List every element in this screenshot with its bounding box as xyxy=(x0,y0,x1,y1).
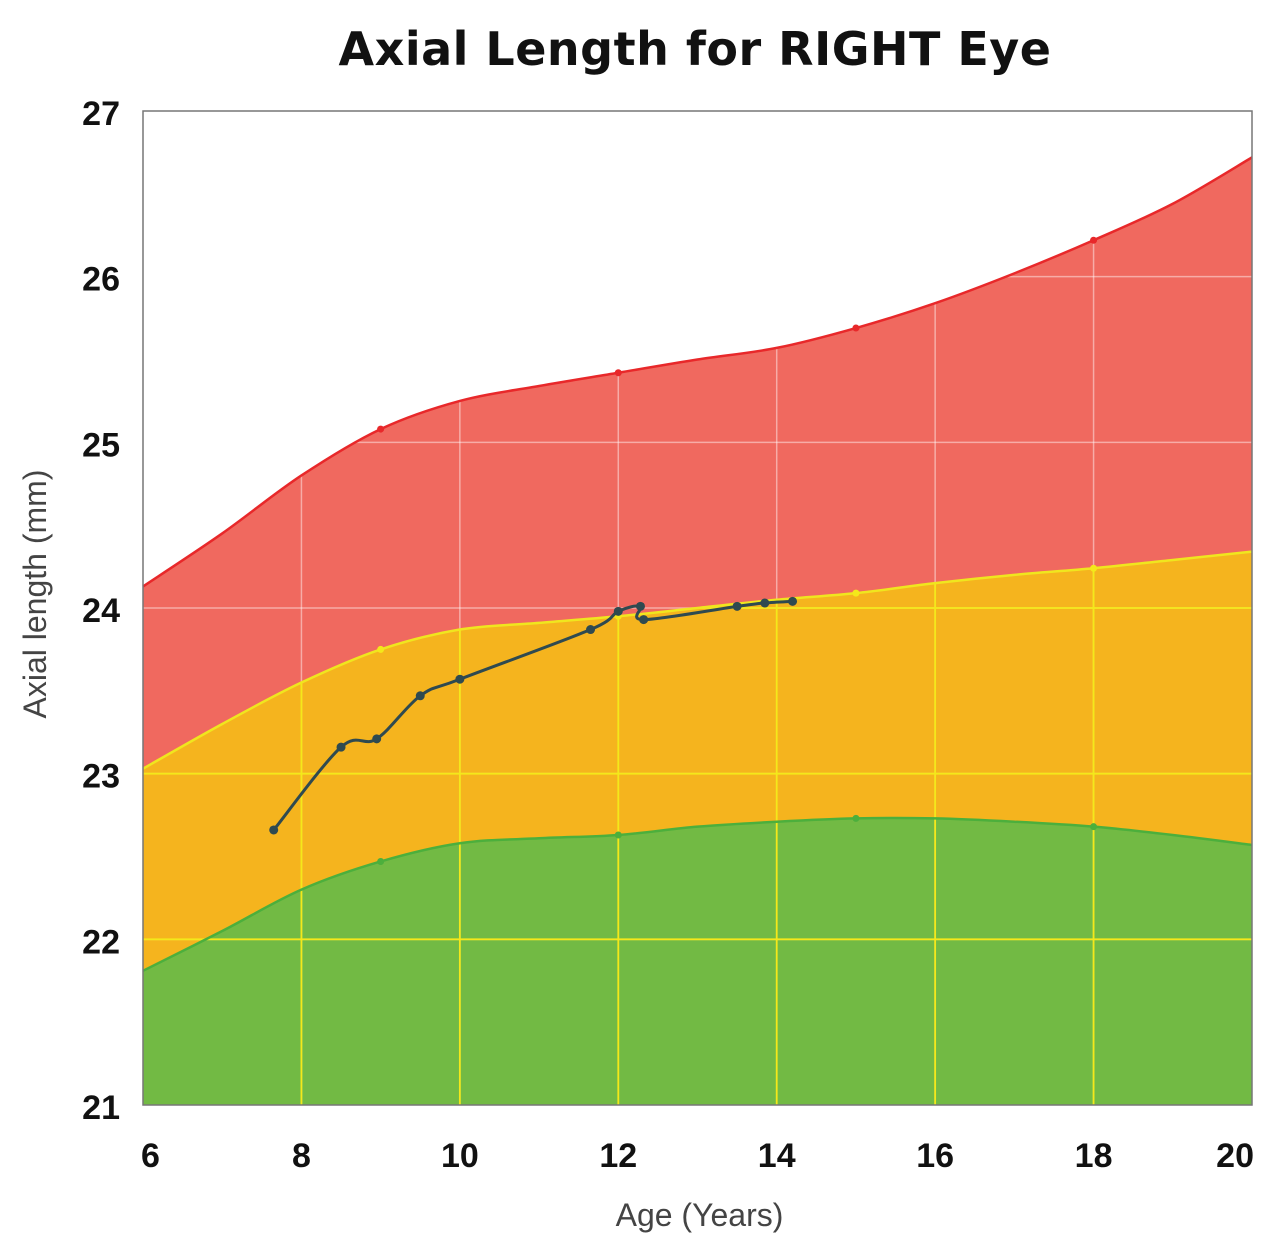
measurement-point xyxy=(732,601,742,611)
measurement-point xyxy=(639,615,649,625)
x-tick-label: 12 xyxy=(599,1137,637,1175)
band-marker-yellow xyxy=(377,645,385,653)
measurement-point xyxy=(336,742,346,752)
y-tick-label: 24 xyxy=(82,592,120,630)
band-marker-yellow xyxy=(1090,564,1098,572)
band-boundary-1 xyxy=(142,550,1253,770)
x-tick-label: 20 xyxy=(1216,1137,1254,1175)
x-tick-label: 8 xyxy=(292,1137,311,1175)
measurement-point xyxy=(788,596,798,606)
measurement-point xyxy=(455,674,465,684)
band-marker-green xyxy=(614,831,622,839)
x-tick-label: 6 xyxy=(141,1137,160,1175)
y-axis-label: Axial length (mm) xyxy=(17,470,53,719)
y-tick-label: 26 xyxy=(82,261,120,299)
y-tick-label: 27 xyxy=(82,95,120,133)
y-tick-label: 23 xyxy=(82,758,120,796)
measurement-point xyxy=(269,825,279,835)
band-marker-red xyxy=(852,324,860,332)
band-boundary-0 xyxy=(142,156,1253,588)
band-marker-green xyxy=(377,857,385,865)
measurement-point xyxy=(760,598,770,608)
x-axis-label: Age (Years) xyxy=(616,1197,784,1233)
measurement-point xyxy=(635,601,645,611)
band-marker-yellow xyxy=(852,589,860,597)
band-area-2 xyxy=(143,817,1252,1105)
y-tick-label: 22 xyxy=(82,923,120,961)
band-marker-red xyxy=(1090,236,1098,244)
x-tick-label: 16 xyxy=(916,1137,954,1175)
x-tick-label: 18 xyxy=(1075,1137,1113,1175)
measurement-point xyxy=(586,625,596,635)
measurement-point xyxy=(372,734,382,744)
chart-title: Axial Length for RIGHT Eye xyxy=(338,22,1052,76)
band-marker-green xyxy=(1090,823,1098,831)
y-tick-label: 25 xyxy=(82,426,120,464)
measurement-point xyxy=(613,606,623,616)
y-tick-label: 21 xyxy=(82,1089,120,1127)
x-tick-label: 10 xyxy=(441,1137,479,1175)
plot-border xyxy=(142,110,1253,1106)
band-marker-red xyxy=(377,425,385,433)
band-boundary-2 xyxy=(142,816,1253,972)
band-marker-red xyxy=(614,369,622,377)
measurement-point xyxy=(415,691,425,701)
x-tick-label: 14 xyxy=(758,1137,796,1175)
band-marker-green xyxy=(852,814,860,822)
